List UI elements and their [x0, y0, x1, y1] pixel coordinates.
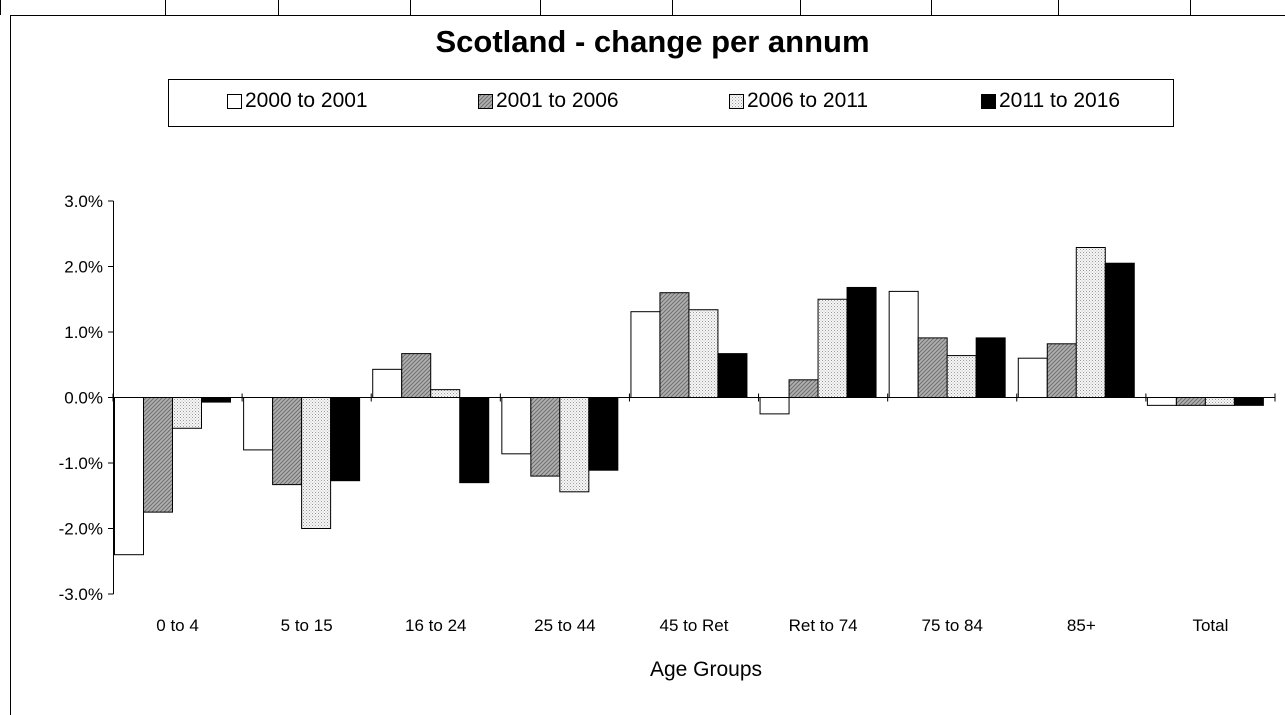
bar-2000-to-2001-85+	[1017, 357, 1048, 399]
x-tick-label: 75 to 84	[921, 616, 982, 635]
x-tick-label: 16 to 24	[405, 616, 466, 635]
bar-2006-to-2011-5-to-15	[301, 397, 332, 529]
bar-2000-to-2001-5-to-15	[243, 397, 274, 451]
x-tick-label: 25 to 44	[534, 616, 595, 635]
legend-label: 2011 to 2016	[999, 89, 1121, 112]
legend-item-2006-2011: 2006 to 2011	[729, 89, 868, 113]
bar-2006-to-2011-45-to-Ret	[688, 309, 719, 399]
legend-swatch-white	[227, 94, 242, 109]
x-axis-title: Age Groups	[650, 658, 762, 681]
y-tick-label: -3.0%	[59, 585, 103, 604]
bar-2001-to-2006-5-to-15	[272, 397, 303, 486]
y-tick-label: 3.0%	[64, 192, 103, 211]
legend-item-2001-2006: 2001 to 2006	[478, 89, 619, 113]
legend-swatch-dots	[729, 94, 744, 109]
legend-item-2011-2016: 2011 to 2016	[981, 89, 1120, 113]
bar-2011-to-2016-85+	[1104, 262, 1135, 398]
bar-2011-to-2016-Ret-to-74	[846, 286, 877, 398]
legend-swatch-black	[981, 94, 996, 109]
legend: 2000 to 2001 2001 to 2006 2006 to 2011 2…	[168, 79, 1174, 127]
bar-2011-to-2016-16-to-24	[459, 397, 490, 484]
x-tick-label: 45 to Ret	[660, 616, 729, 635]
bar-2011-to-2016-0-to-4	[201, 397, 231, 403]
legend-label: 2001 to 2006	[496, 89, 619, 112]
chart-area	[10, 15, 1285, 715]
legend-item-2000-2001: 2000 to 2001	[227, 89, 368, 113]
bar-2000-to-2001-16-to-24	[372, 368, 403, 398]
bar-2006-to-2011-Ret-to-74	[817, 298, 848, 398]
bar-2006-to-2011-75-to-84	[946, 355, 977, 398]
chart-title: Scotland - change per annum	[435, 24, 870, 59]
bar-2011-to-2016-45-to-Ret	[717, 353, 748, 398]
bar-2006-to-2011-85+	[1075, 247, 1106, 398]
y-tick-label: 1.0%	[64, 323, 103, 342]
bar-2006-to-2011-16-to-24	[430, 389, 461, 399]
y-tick-label: 2.0%	[64, 258, 103, 277]
bar-2001-to-2006-25-to-44	[530, 397, 561, 477]
x-tick-label: Total	[1192, 616, 1228, 635]
x-tick-label: Ret to 74	[789, 616, 858, 635]
x-tick-label: 5 to 15	[281, 616, 333, 635]
bar-2011-to-2016-Total	[1233, 397, 1264, 406]
y-tick-label: -2.0%	[59, 520, 103, 539]
legend-label: 2006 to 2011	[747, 89, 869, 112]
top-cell-strip	[0, 0, 1191, 15]
x-tick-label: 0 to 4	[156, 616, 199, 635]
bar-2011-to-2016-5-to-15	[330, 397, 361, 482]
bar-2000-to-2001-45-to-Ret	[630, 311, 661, 399]
bar-2006-to-2011-25-to-44	[559, 397, 590, 493]
legend-label: 2000 to 2001	[245, 89, 368, 112]
bar-2011-to-2016-25-to-44	[588, 397, 619, 471]
bar-2001-to-2006-75-to-84	[917, 337, 948, 398]
bar-2000-to-2001-0-to-4	[114, 397, 144, 556]
bar-2006-to-2011-0-to-4	[172, 397, 202, 429]
bar-2000-to-2001-75-to-84	[888, 290, 919, 399]
bar-2000-to-2001-25-to-44	[501, 397, 532, 455]
bar-2000-to-2001-Ret-to-74	[759, 397, 790, 415]
bar-2001-to-2006-Ret-to-74	[788, 379, 819, 399]
x-tick-label: 85+	[1067, 616, 1096, 635]
bar-2001-to-2006-45-to-Ret	[659, 292, 690, 399]
bar-2011-to-2016-75-to-84	[975, 337, 1006, 398]
bar-2000-to-2001-Total	[1146, 397, 1177, 406]
legend-swatch-hatch	[478, 94, 493, 109]
bar-2001-to-2006-Total	[1175, 397, 1206, 406]
bar-2001-to-2006-85+	[1046, 343, 1077, 399]
bar-2001-to-2006-16-to-24	[401, 353, 432, 398]
bar-2001-to-2006-0-to-4	[143, 397, 173, 513]
y-tick-label: 0.0%	[64, 389, 103, 408]
bar-2006-to-2011-Total	[1204, 397, 1235, 406]
y-tick-label: -1.0%	[59, 454, 103, 473]
